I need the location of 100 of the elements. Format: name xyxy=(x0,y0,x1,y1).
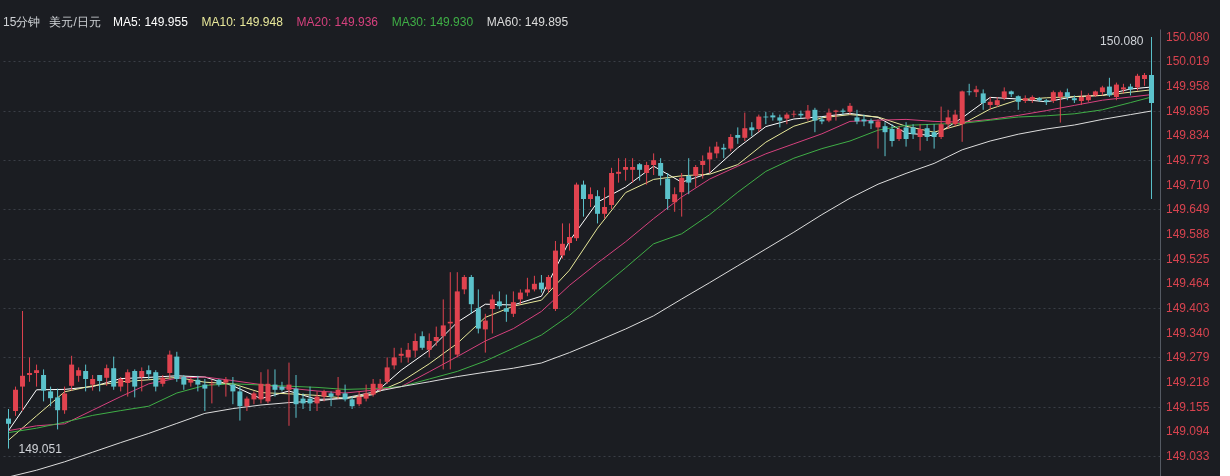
y-tick-label: 149.834 xyxy=(1166,128,1210,143)
candlestick xyxy=(153,369,159,392)
candlestick xyxy=(244,396,250,412)
candlestick xyxy=(861,114,867,127)
candlestick xyxy=(69,355,75,392)
candlestick xyxy=(433,326,439,347)
candlestick xyxy=(426,332,432,358)
candlestick xyxy=(623,157,629,182)
y-tick-label: 149.403 xyxy=(1166,300,1210,315)
candlestick xyxy=(27,356,33,383)
candlestick xyxy=(328,390,334,407)
candlestick xyxy=(125,368,131,398)
candlestick xyxy=(104,364,110,387)
candlestick xyxy=(419,330,425,351)
candlestick xyxy=(237,386,243,422)
y-tick-label: 149.649 xyxy=(1166,202,1210,217)
candlestick xyxy=(132,368,138,398)
candlestick xyxy=(83,364,89,392)
candlestick xyxy=(1106,77,1112,98)
y-tick-label: 149.710 xyxy=(1166,178,1210,192)
chart-subtitle: 美元/日元 xyxy=(49,15,101,29)
candlestick xyxy=(644,161,650,186)
candlestick xyxy=(363,384,369,402)
candlestick xyxy=(931,123,937,150)
candlestick xyxy=(924,123,930,142)
candlestick xyxy=(34,364,40,388)
y-tick-label: 149.033 xyxy=(1166,448,1210,463)
candlestick xyxy=(812,107,818,133)
candlestick xyxy=(679,172,685,218)
y-tick-label: 149.218 xyxy=(1166,374,1210,389)
candlestick xyxy=(602,186,608,220)
y-tick-label: 150.019 xyxy=(1166,54,1210,69)
candlestick xyxy=(566,222,572,252)
annotation: 149.051 xyxy=(18,441,63,456)
candlestick xyxy=(55,388,61,430)
candlestick xyxy=(588,186,594,208)
candlestick xyxy=(251,390,257,405)
candlestick xyxy=(524,277,530,297)
chart-title: 15分钟 xyxy=(3,15,41,29)
y-tick-label: 149.340 xyxy=(1166,326,1210,340)
y-tick-label: 149.773 xyxy=(1166,152,1210,167)
candlestick xyxy=(875,118,881,150)
y-tick-label: 149.155 xyxy=(1166,400,1210,414)
candlestick xyxy=(62,386,68,415)
y-tick-label: 149.279 xyxy=(1166,350,1210,365)
candlestick xyxy=(665,172,671,211)
candlestick xyxy=(1057,90,1063,124)
text: MA5: 149.955 xyxy=(113,15,189,29)
candlestick xyxy=(784,112,790,125)
candlestick xyxy=(489,294,495,334)
candlestick xyxy=(482,313,488,354)
candlestick xyxy=(805,104,811,122)
candlestick xyxy=(13,386,19,417)
candlestick xyxy=(293,374,299,419)
candlestick xyxy=(938,106,944,140)
candlestick xyxy=(559,222,565,260)
candlestick xyxy=(630,157,636,184)
y-tick-label: 150.080 xyxy=(1166,30,1210,44)
candlestick xyxy=(910,123,916,140)
candlestick xyxy=(945,109,951,130)
candlestick xyxy=(286,362,292,427)
candlestick xyxy=(658,157,664,186)
candlestick xyxy=(48,386,54,407)
candlestick xyxy=(20,310,26,412)
candlestick xyxy=(279,381,285,392)
candlestick xyxy=(475,288,481,334)
candlestick xyxy=(6,408,12,450)
text: MA20: 149.936 xyxy=(296,15,379,29)
candlestick xyxy=(595,189,601,224)
candlestick xyxy=(693,164,699,188)
y-tick-label: 149.588 xyxy=(1166,226,1210,241)
candlestick xyxy=(847,102,853,116)
text: MA60: 149.895 xyxy=(486,15,569,29)
candlestick xyxy=(917,123,923,152)
candlestick xyxy=(819,116,825,125)
candlestick xyxy=(265,368,271,404)
candlestick xyxy=(41,368,47,402)
candlestick xyxy=(854,109,860,125)
candlestick xyxy=(791,110,797,118)
candlestick xyxy=(503,294,509,323)
candlestick xyxy=(223,376,229,398)
candlestick xyxy=(882,121,888,157)
y-tick-label: 149.958 xyxy=(1166,78,1210,93)
text: MA30: 149.930 xyxy=(391,15,474,29)
candlestick xyxy=(356,390,362,407)
candlestick xyxy=(742,112,748,142)
candlestick xyxy=(581,180,587,218)
candlestick xyxy=(672,186,678,213)
candlestick xyxy=(616,157,622,184)
candlestick xyxy=(889,123,895,148)
candlestick xyxy=(202,378,208,412)
y-tick-label: 149.895 xyxy=(1166,104,1210,118)
candlestick xyxy=(391,347,397,370)
candlestick xyxy=(111,356,117,391)
candlestick xyxy=(903,121,909,148)
candlestick xyxy=(405,342,411,364)
candlestick xyxy=(209,379,215,404)
candlestick xyxy=(686,157,692,195)
candlestick xyxy=(139,366,145,392)
y-tick-label: 149.525 xyxy=(1166,252,1210,266)
